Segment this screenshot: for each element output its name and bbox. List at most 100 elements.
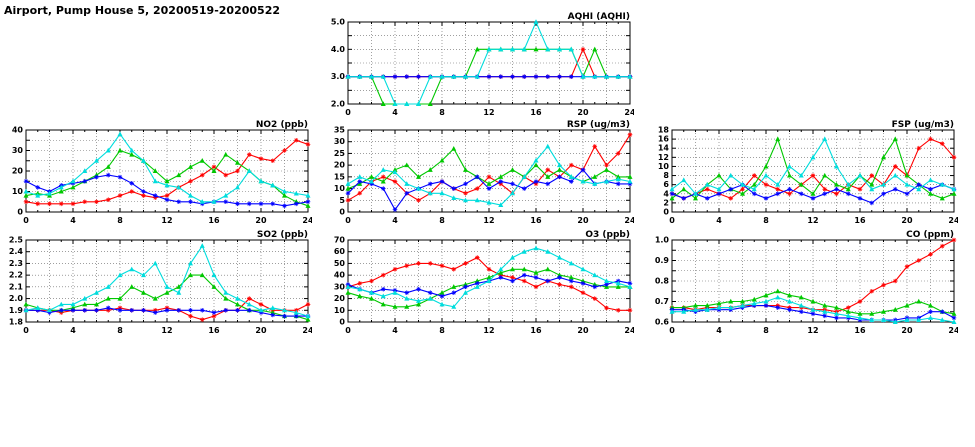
series-cyan bbox=[345, 19, 633, 106]
triangle-marker bbox=[693, 195, 698, 201]
triangle-marker bbox=[463, 73, 468, 79]
triangle-marker bbox=[904, 172, 910, 178]
triangle-marker bbox=[439, 301, 445, 307]
axis-label: 1.9 bbox=[9, 306, 24, 315]
triangle-marker bbox=[787, 298, 792, 304]
axis-label: 35 bbox=[334, 126, 346, 135]
asterisk-marker bbox=[787, 191, 792, 197]
triangle-marker bbox=[235, 184, 240, 190]
triangle-marker bbox=[486, 199, 492, 205]
triangle-marker bbox=[904, 317, 910, 322]
triangle-marker bbox=[857, 311, 863, 316]
asterisk-marker bbox=[70, 181, 76, 186]
triangle-marker bbox=[787, 172, 792, 178]
asterisk-marker bbox=[380, 186, 386, 191]
asterisk-marker bbox=[246, 201, 252, 207]
axis-label: 20 bbox=[255, 326, 267, 335]
triangle-marker bbox=[369, 73, 374, 79]
axis-label: 2.4 bbox=[9, 247, 24, 256]
asterisk-marker bbox=[427, 261, 433, 266]
asterisk-marker bbox=[199, 317, 205, 322]
axis-label: 14 bbox=[658, 144, 670, 153]
asterisk-marker bbox=[293, 137, 299, 143]
asterisk-marker bbox=[486, 174, 492, 180]
series-green bbox=[669, 288, 957, 316]
asterisk-marker bbox=[427, 181, 433, 187]
asterisk-marker bbox=[627, 132, 633, 137]
asterisk-marker bbox=[498, 74, 504, 79]
axis-label: 10 bbox=[12, 187, 24, 196]
triangle-marker bbox=[392, 169, 398, 175]
asterisk-marker bbox=[282, 148, 287, 153]
asterisk-marker bbox=[798, 309, 804, 315]
chart-title-co: CO (ppm) bbox=[906, 230, 954, 240]
triangle-marker bbox=[117, 272, 123, 278]
asterisk-marker bbox=[615, 181, 621, 187]
asterisk-marker bbox=[545, 181, 551, 187]
asterisk-marker bbox=[392, 179, 398, 184]
triangle-marker bbox=[380, 178, 386, 184]
axis-label: 0 bbox=[669, 326, 675, 335]
asterisk-marker bbox=[416, 286, 421, 292]
axis-label: 40 bbox=[12, 126, 24, 135]
axis-label: 4 bbox=[70, 216, 76, 225]
asterisk-marker bbox=[521, 278, 527, 284]
axis-label: 8 bbox=[439, 108, 445, 117]
asterisk-marker bbox=[380, 174, 386, 180]
asterisk-marker bbox=[740, 186, 745, 192]
axis-label: 8 bbox=[439, 216, 445, 225]
asterisk-marker bbox=[152, 310, 158, 315]
triangle-marker bbox=[439, 157, 445, 163]
asterisk-marker bbox=[105, 307, 111, 313]
asterisk-marker bbox=[904, 264, 910, 269]
triangle-marker bbox=[427, 295, 433, 301]
asterisk-marker bbox=[246, 307, 252, 313]
triangle-marker bbox=[129, 284, 135, 289]
asterisk-marker bbox=[152, 193, 158, 198]
triangle-marker bbox=[521, 266, 527, 272]
asterisk-marker bbox=[474, 255, 480, 260]
triangle-marker bbox=[592, 46, 598, 52]
triangle-marker bbox=[822, 309, 828, 314]
triangle-marker bbox=[439, 73, 445, 79]
axis-label: 16 bbox=[530, 216, 542, 225]
triangle-marker bbox=[463, 197, 468, 203]
axis-label: 24 bbox=[948, 326, 958, 335]
asterisk-marker bbox=[604, 282, 609, 287]
asterisk-marker bbox=[521, 186, 527, 191]
triangle-marker bbox=[246, 168, 252, 173]
triangle-marker bbox=[751, 296, 757, 302]
asterisk-marker bbox=[305, 142, 311, 147]
triangle-marker bbox=[728, 172, 734, 178]
asterisk-marker bbox=[451, 186, 457, 191]
triangle-marker bbox=[58, 184, 64, 190]
triangle-marker bbox=[369, 174, 374, 179]
asterisk-marker bbox=[615, 151, 621, 156]
asterisk-marker bbox=[498, 179, 504, 184]
triangle-marker bbox=[751, 186, 757, 192]
triangle-marker bbox=[152, 168, 158, 173]
triangle-marker bbox=[392, 290, 398, 295]
asterisk-marker bbox=[869, 200, 875, 206]
asterisk-marker bbox=[681, 196, 687, 201]
axis-label: 20 bbox=[334, 161, 346, 170]
asterisk-marker bbox=[141, 193, 146, 198]
axis-label: 0.9 bbox=[655, 256, 670, 265]
triangle-marker bbox=[380, 167, 386, 172]
asterisk-marker bbox=[904, 191, 910, 197]
triangle-marker bbox=[904, 302, 910, 308]
triangle-marker bbox=[246, 301, 252, 307]
triangle-marker bbox=[23, 192, 29, 198]
triangle-marker bbox=[834, 163, 839, 169]
series-red bbox=[669, 136, 957, 201]
axis-label: 20 bbox=[12, 167, 24, 176]
axis-label: 4.0 bbox=[331, 45, 346, 54]
asterisk-marker bbox=[164, 193, 170, 198]
triangle-marker bbox=[928, 315, 933, 320]
asterisk-marker bbox=[869, 173, 875, 178]
triangle-marker bbox=[568, 274, 574, 280]
asterisk-marker bbox=[463, 181, 468, 187]
asterisk-marker bbox=[740, 305, 745, 310]
triangle-marker bbox=[716, 186, 722, 192]
asterisk-marker bbox=[557, 282, 562, 287]
